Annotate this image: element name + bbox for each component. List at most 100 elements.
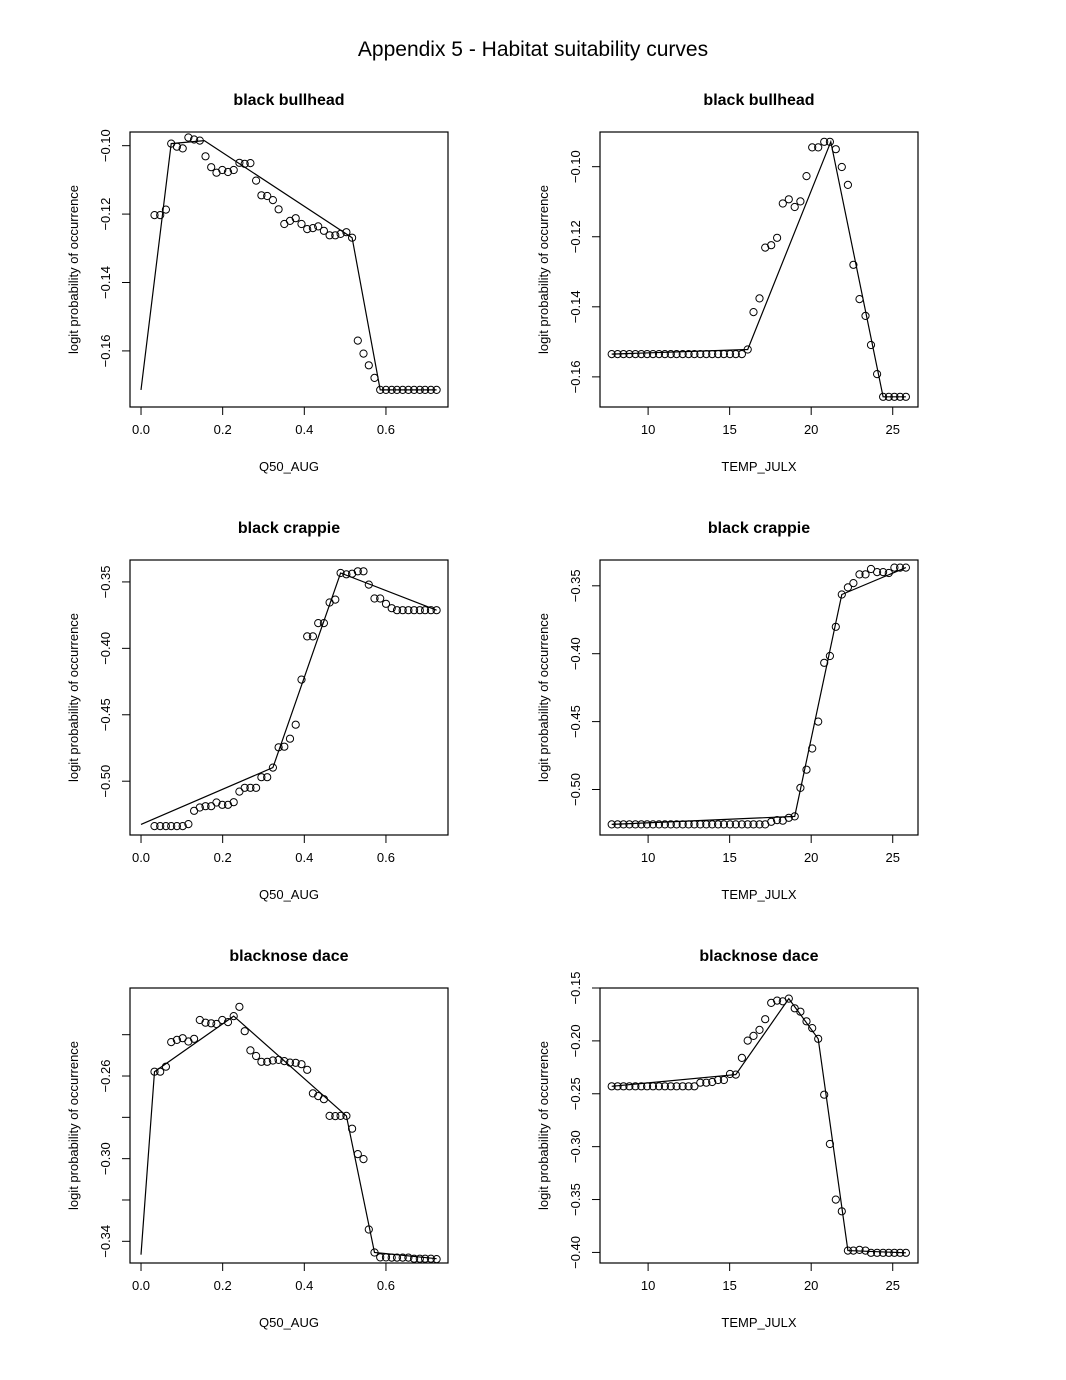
data-point <box>432 385 441 394</box>
data-point <box>802 765 811 774</box>
data-point <box>314 222 323 231</box>
x-tick-label: 0.0 <box>132 422 150 437</box>
data-point <box>678 350 687 359</box>
data-point <box>410 1254 419 1263</box>
data-point <box>421 606 430 615</box>
chart-panel-6: blacknose dace 10 15 20 25 −0.40 −0.35 −0.30 −0.… <box>536 948 919 1330</box>
data-point <box>831 622 840 631</box>
data-point <box>607 350 616 359</box>
chart-panel-2: black bullhead 10 15 20 25 −0.16 −0.14 −0.12 −0.… <box>536 92 919 474</box>
x-tick-label: 15 <box>722 850 736 865</box>
data-point <box>291 214 300 223</box>
data-point <box>631 1082 640 1091</box>
x-axis-label: Q50_AUG <box>259 1315 319 1330</box>
data-point <box>246 1046 255 1055</box>
data-point <box>263 191 272 201</box>
data-point <box>648 1082 658 1091</box>
data-point <box>240 1027 249 1036</box>
data-point <box>172 822 181 831</box>
y-tick-label: −0.35 <box>568 569 583 602</box>
data-point <box>619 350 628 359</box>
data-point <box>218 165 227 175</box>
y-tick-label: −0.34 <box>98 1225 113 1258</box>
data-point <box>415 606 424 615</box>
x-axis-label: Q50_AUG <box>259 887 319 902</box>
data-point <box>364 361 373 370</box>
data-point <box>773 816 782 825</box>
chart-panel-5: blacknose dace 0.0 0.2 0.4 0.6 −0.34 −0.30 −0.2… <box>66 948 449 1330</box>
data-point <box>342 1111 351 1121</box>
data-point <box>268 196 277 205</box>
x-tick-label: 25 <box>885 850 899 865</box>
data-point <box>731 820 740 829</box>
data-point <box>370 1248 379 1257</box>
data-point <box>814 1034 823 1043</box>
data-point <box>896 1248 905 1257</box>
y-tick-label: −0.14 <box>98 266 113 299</box>
data-point <box>285 1058 295 1067</box>
data-point <box>725 350 735 359</box>
data-point <box>767 998 776 1008</box>
data-point <box>690 1082 699 1091</box>
data-point <box>831 145 840 154</box>
x-tick-label: 0.4 <box>295 422 313 437</box>
data-point <box>212 798 221 807</box>
data-point <box>643 350 652 359</box>
data-point <box>631 350 640 359</box>
data-point <box>784 994 793 1003</box>
data-point <box>690 820 699 829</box>
x-tick-label: 0.0 <box>132 850 150 865</box>
y-tick-label: −0.16 <box>98 334 113 367</box>
x-tick-label: 0.4 <box>295 1278 313 1293</box>
data-point <box>737 820 747 829</box>
data-point <box>837 162 846 172</box>
data-point <box>808 143 817 152</box>
data-point <box>814 143 823 152</box>
data-point <box>297 219 306 229</box>
data-point <box>150 822 159 831</box>
data-point <box>426 606 435 615</box>
data-point <box>398 385 407 394</box>
data-point <box>201 152 210 161</box>
fitted-line <box>611 567 907 825</box>
data-point <box>702 350 711 359</box>
data-point <box>415 1254 424 1263</box>
data-point <box>884 392 893 401</box>
x-tick-label: 20 <box>804 850 818 865</box>
data-point <box>381 385 391 394</box>
data-point <box>879 392 888 401</box>
data-point <box>376 594 385 603</box>
data-point <box>359 1155 368 1164</box>
y-axis-label: logit probability of occurrence <box>66 185 81 354</box>
data-point <box>825 651 835 661</box>
data-point <box>212 1019 221 1029</box>
data-point <box>855 570 864 579</box>
data-point <box>172 1035 181 1045</box>
y-axis-label: logit probability of occurrence <box>536 185 551 354</box>
data-point <box>392 1253 402 1262</box>
data-point <box>308 224 317 233</box>
data-point <box>725 1069 735 1079</box>
data-point <box>613 820 622 829</box>
x-tick-label: 0.0 <box>132 1278 150 1293</box>
data-point <box>421 1254 430 1263</box>
data-point <box>790 202 799 212</box>
data-point <box>156 822 165 831</box>
data-point <box>873 1248 882 1257</box>
x-tick-label: 0.6 <box>377 1278 395 1293</box>
data-point <box>190 1034 199 1043</box>
data-point <box>195 136 204 145</box>
data-point <box>274 205 283 214</box>
data-point <box>235 158 244 167</box>
y-tick-label: −0.35 <box>98 565 113 598</box>
data-point <box>404 1253 413 1262</box>
data-point <box>613 350 622 359</box>
data-point <box>761 1015 770 1024</box>
data-point <box>901 1248 911 1257</box>
data-point <box>607 1082 616 1091</box>
data-point <box>802 1017 811 1026</box>
data-point <box>708 1077 717 1087</box>
data-point <box>336 1111 345 1121</box>
data-point <box>342 228 351 237</box>
y-tick-label: −0.45 <box>98 698 113 731</box>
